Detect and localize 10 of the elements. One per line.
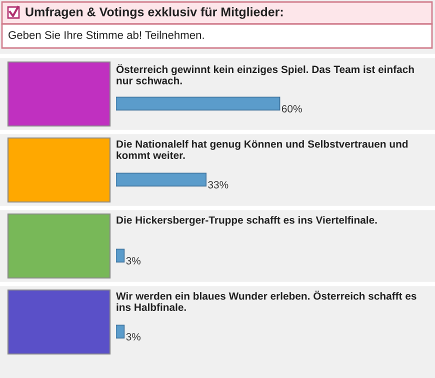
chart-title: Umfragen & Votings exklusiv für Mitglieder: <box>26 7 283 19</box>
data-label: 33% <box>208 181 228 188</box>
data-label: 3% <box>126 257 141 264</box>
y-tick-label: Die Nationalelf hat genug Können und Selbstvertrauen und kommt weiter. <box>116 140 408 159</box>
y-tick-label: Die Hickersberger-Truppe schafft es ins Viertelfinale. <box>116 216 377 226</box>
data-label: 60% <box>282 105 302 112</box>
chart-subtitle: Geben Sie Ihre Stimme ab! Teilnehmen. <box>8 30 204 39</box>
y-tick-label: Österreich gewinnt kein einziges Spiel. Das Team ist einfach nur schwach. <box>116 64 414 84</box>
y-tick-label: Wir werden ein blaues Wunder erleben. Österreich schafft es ins Halbfinale. <box>116 290 416 311</box>
data-label: 3% <box>126 333 141 340</box>
